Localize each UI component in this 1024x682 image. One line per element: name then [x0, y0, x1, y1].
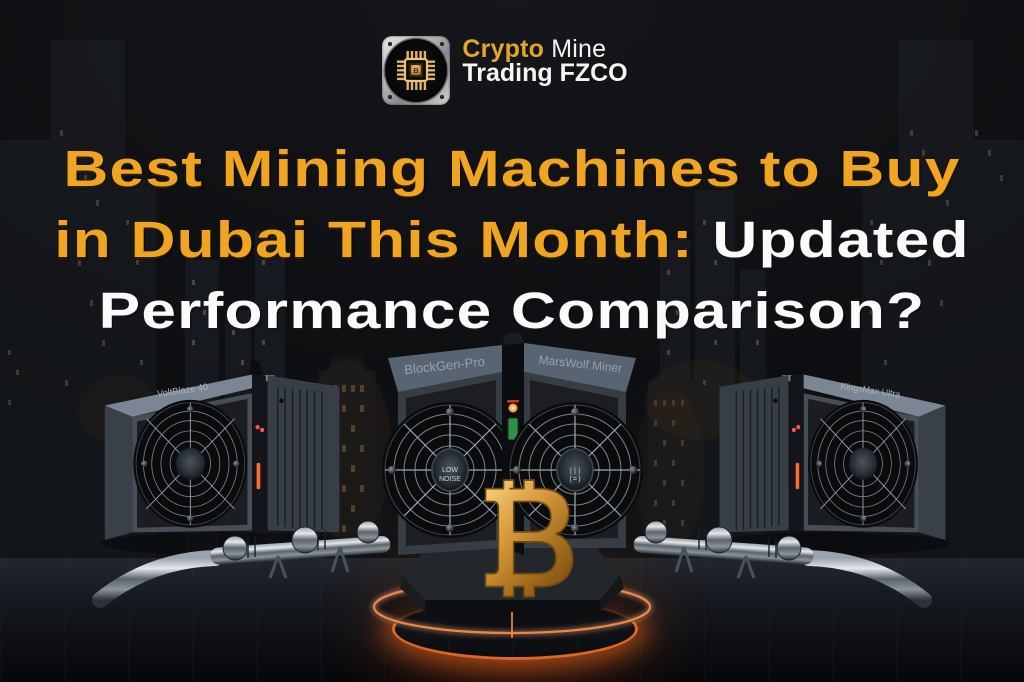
svg-text:(=): (=)	[569, 476, 582, 484]
svg-text:|||: |||	[569, 468, 582, 476]
svg-text:LOW: LOW	[442, 467, 458, 474]
svg-text:NOISE: NOISE	[439, 476, 461, 483]
